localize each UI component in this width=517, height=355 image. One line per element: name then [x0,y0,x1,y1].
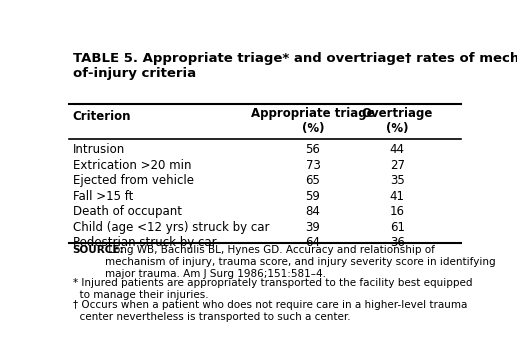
Text: 59: 59 [306,190,321,203]
Text: 39: 39 [306,221,321,234]
Text: Pedestrian struck by car: Pedestrian struck by car [72,236,216,250]
Text: 73: 73 [306,158,321,171]
Text: Appropriate triage
(%): Appropriate triage (%) [251,107,375,135]
Text: 41: 41 [390,190,405,203]
Text: Overtriage
(%): Overtriage (%) [361,107,433,135]
Text: Intrusion: Intrusion [72,143,125,156]
Text: Child (age <12 yrs) struck by car: Child (age <12 yrs) struck by car [72,221,269,234]
Text: * Injured patients are appropriately transported to the facility best equipped
 : * Injured patients are appropriately tra… [72,278,472,300]
Text: † Occurs when a patient who does not require care in a higher-level trauma
  cen: † Occurs when a patient who does not req… [72,300,467,322]
Text: 65: 65 [306,174,321,187]
Text: Extrication >20 min: Extrication >20 min [72,158,191,171]
Text: Long WB, Bachulis BL, Hynes GD. Accuracy and relationship of
mechanism of injury: Long WB, Bachulis BL, Hynes GD. Accuracy… [105,245,496,279]
Text: SOURCE:: SOURCE: [72,245,124,256]
Text: Criterion: Criterion [72,110,131,122]
Text: 61: 61 [390,221,405,234]
Text: 56: 56 [306,143,321,156]
Text: 84: 84 [306,205,321,218]
Text: Death of occupant: Death of occupant [72,205,181,218]
Text: Ejected from vehicle: Ejected from vehicle [72,174,194,187]
Text: 35: 35 [390,174,405,187]
Text: Fall >15 ft: Fall >15 ft [72,190,133,203]
Text: TABLE 5. Appropriate triage* and overtriage† rates of mechanism-
of-injury crite: TABLE 5. Appropriate triage* and overtri… [72,52,517,80]
Text: 36: 36 [390,236,405,250]
Text: 64: 64 [306,236,321,250]
Text: 44: 44 [390,143,405,156]
Text: 27: 27 [390,158,405,171]
Text: 16: 16 [390,205,405,218]
